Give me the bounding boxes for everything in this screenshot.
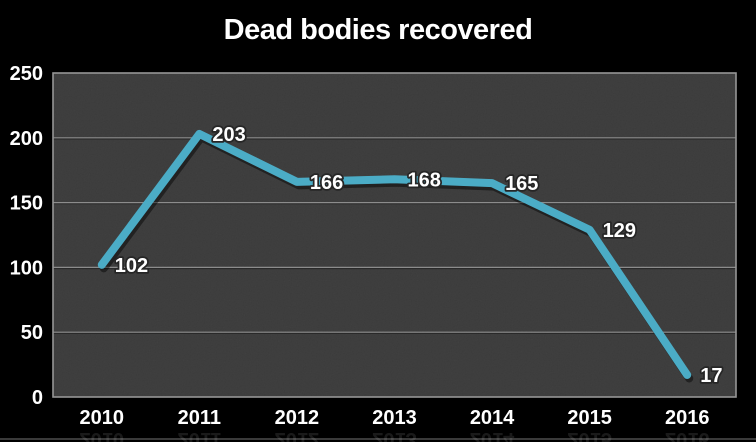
x-axis-category-label: 2016 [665,407,710,429]
data-label: 166 [310,172,343,194]
x-axis-category-label: 2013 [372,407,417,429]
x-axis-label-reflection: 2014 [470,428,515,442]
plot-area-texture [53,73,736,397]
chart-title: Dead bodies recovered [223,14,533,46]
x-axis-category-label: 2015 [567,407,612,429]
plot-border [52,72,737,398]
data-label: 168 [408,169,441,191]
x-axis-category-label: 2014 [470,407,515,429]
x-axis-label-reflection: 2011 [178,428,221,442]
x-axis-category-label: 2010 [80,407,125,429]
y-axis-tick-label: 100 [10,257,43,279]
data-label: 17 [700,365,722,387]
x-axis-category-label: 2011 [178,407,221,429]
x-axis-category-label: 2012 [275,407,320,429]
x-axis-label-reflection: 2015 [567,428,612,442]
x-axis-label-reflection: 2012 [275,428,320,442]
data-label: 203 [212,124,245,146]
y-axis-tick-label: 150 [10,193,43,215]
x-axis-label-reflection: 2016 [665,428,710,442]
data-label: 102 [115,255,148,277]
series-line [97,129,692,379]
data-label: 165 [505,173,538,195]
y-axis-tick-label: 0 [32,387,43,409]
data-label: 129 [603,220,636,242]
y-axis-tick-label: 200 [10,128,43,150]
y-axis-tick-label: 50 [21,322,43,344]
y-axis-tick-label: 250 [10,63,43,85]
x-axis-label-reflection: 2010 [80,428,125,442]
x-axis-label-reflection: 2013 [372,428,417,442]
slide-bottom-edge-line [0,438,756,440]
